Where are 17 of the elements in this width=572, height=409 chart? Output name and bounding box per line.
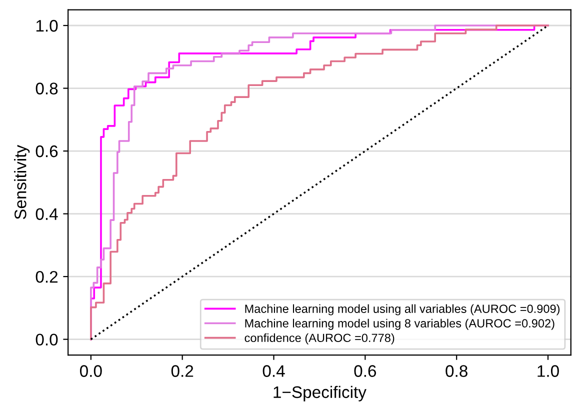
y-tick-label: 0.6 [36, 145, 58, 158]
y-axis-title: Sensitivity [14, 144, 30, 220]
x-tick-label: 0.4 [262, 365, 285, 377]
x-tick-label: 0.6 [354, 365, 376, 377]
legend-label: confidence (AUROC =0.778) [244, 333, 394, 344]
y-tick-label: 0.8 [36, 82, 58, 94]
y-tick-label: 0.4 [36, 208, 58, 220]
x-tick-label: 0.2 [171, 365, 194, 377]
y-tick-label: 0.2 [36, 270, 58, 283]
y-tick-label: 0.0 [36, 334, 58, 346]
x-tick-label: 1.0 [538, 365, 559, 377]
y-tick-label: 1.0 [36, 20, 58, 32]
x-axis-title: 1−Specificity [274, 386, 366, 402]
x-tick-label: 0.0 [80, 365, 102, 377]
x-tick-label: 0.8 [446, 365, 468, 377]
legend-label: Machine learning model using 8 variables (AUROC =0.902) [245, 318, 554, 330]
legend-label: Machine learning model using all variables (AUROC =0.909) [245, 304, 560, 316]
